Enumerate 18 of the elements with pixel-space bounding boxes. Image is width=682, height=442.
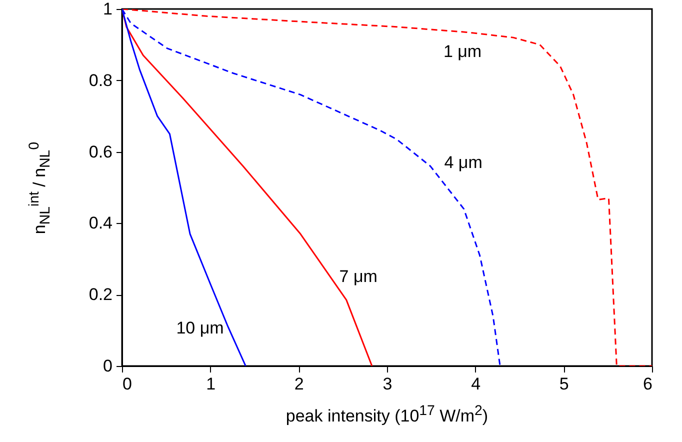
x-tick-label: 1 — [206, 374, 216, 394]
series-label: 4 μm — [444, 153, 482, 172]
x-axis-title: peak intensity (10$^{17}$ W/m$^{2}$) — [286, 403, 488, 427]
series-label: 1 μm — [443, 42, 482, 62]
x-tick-label: 2 — [294, 374, 304, 394]
y-tick-label: 0 — [103, 356, 112, 376]
y-tick-label: 0.4 — [88, 214, 112, 233]
y-tick-label: 0.6 — [88, 142, 112, 162]
y-tick-label: 1 — [103, 0, 112, 18]
x-tick-label: 0 — [122, 374, 132, 394]
x-tick-label: 3 — [382, 374, 392, 394]
x-tick-label: 4 — [471, 374, 481, 394]
x-tick-label: 5 — [559, 374, 569, 394]
series-label: 10 μm — [176, 318, 224, 338]
x-tick-label: 6 — [643, 374, 652, 394]
y-tick-label: 0.2 — [88, 285, 112, 304]
series-label: 7 μm — [339, 266, 378, 286]
y-tick-label: 0.8 — [88, 70, 112, 90]
